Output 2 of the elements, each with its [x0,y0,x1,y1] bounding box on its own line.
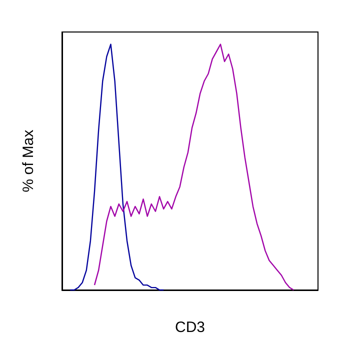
x-axis-title: CD3 [174,319,206,336]
y-axis-title: % of Max [20,129,37,192]
